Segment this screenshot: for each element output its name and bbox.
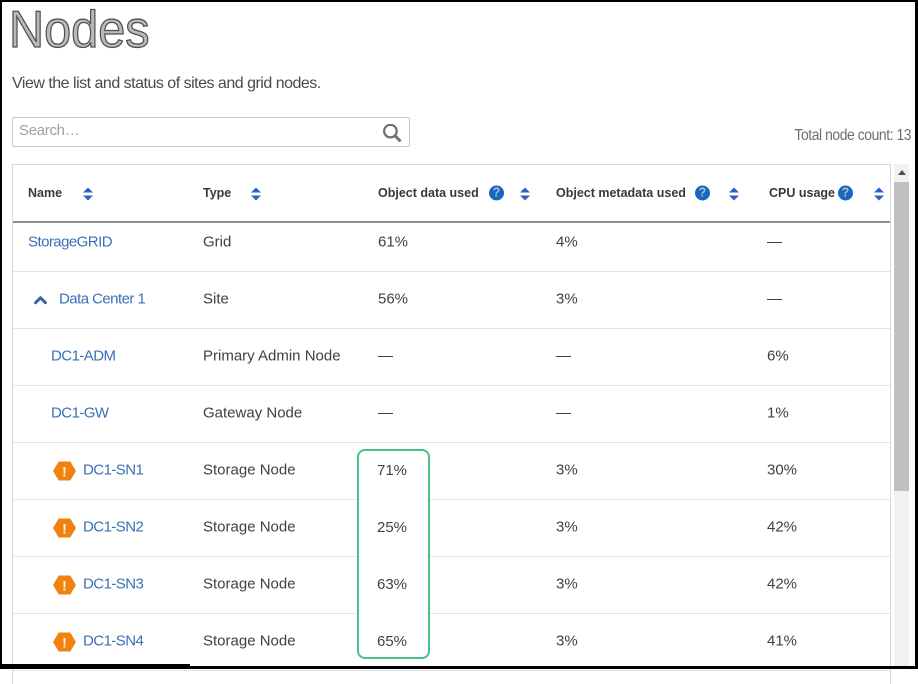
svg-text:!: ! bbox=[62, 463, 67, 479]
svg-text:!: ! bbox=[62, 520, 67, 536]
svg-text:!: ! bbox=[62, 577, 67, 593]
svg-text:!: ! bbox=[62, 634, 67, 650]
